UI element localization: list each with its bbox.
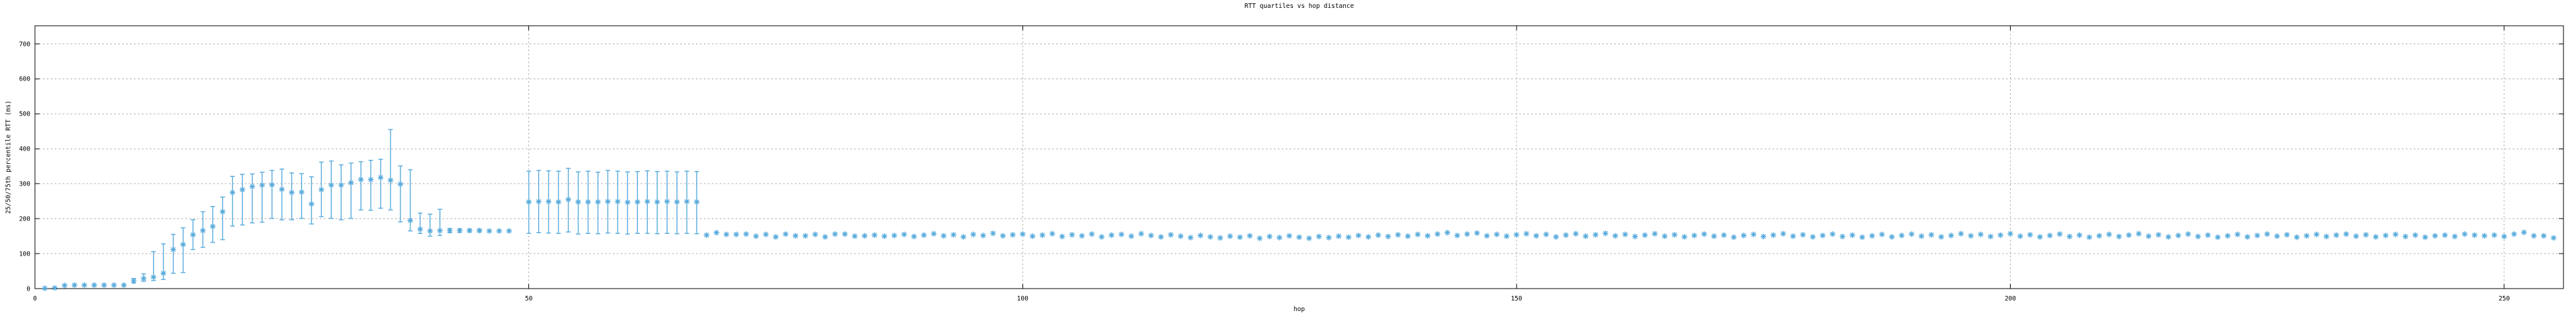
svg-text:200: 200 <box>19 215 30 223</box>
svg-text:150: 150 <box>1511 295 1522 302</box>
svg-text:600: 600 <box>19 76 30 83</box>
svg-text:50: 50 <box>525 295 533 302</box>
svg-text:100: 100 <box>1017 295 1028 302</box>
chart-title: RTT quartiles vs hop distance <box>1244 3 1354 10</box>
svg-text:250: 250 <box>2499 295 2510 302</box>
svg-text:500: 500 <box>19 111 30 118</box>
x-axis-label: hop <box>1293 306 1305 313</box>
svg-text:0: 0 <box>33 295 37 302</box>
svg-text:0: 0 <box>26 285 30 293</box>
svg-text:200: 200 <box>2005 295 2016 302</box>
svg-text:300: 300 <box>19 181 30 188</box>
svg-text:100: 100 <box>19 250 30 258</box>
svg-text:700: 700 <box>19 41 30 48</box>
svg-text:400: 400 <box>19 146 30 153</box>
y-axis-label: 25/50/75th percentile RTT (ms) <box>5 100 13 214</box>
